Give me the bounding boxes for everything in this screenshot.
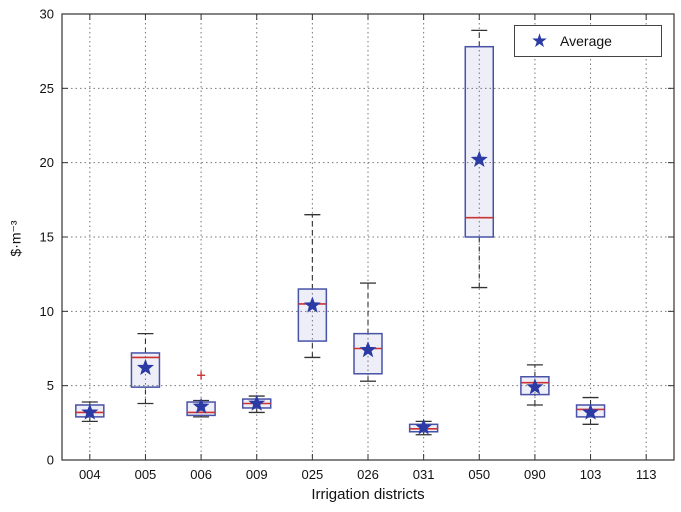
- box-district-004: [75, 401, 105, 422]
- average-star-marker: [415, 418, 433, 435]
- x-tick-label: 006: [190, 467, 212, 482]
- x-tick-label: 026: [357, 467, 379, 482]
- x-tick-label: 090: [524, 467, 546, 482]
- box-district-009: [241, 394, 272, 414]
- average-star-marker: [526, 378, 544, 395]
- x-tick-label: 050: [468, 467, 490, 482]
- legend-label: Average: [560, 33, 612, 49]
- y-tick-label: 5: [47, 378, 54, 393]
- y-tick-label: 20: [40, 155, 54, 170]
- x-tick-label: 103: [580, 467, 602, 482]
- box-district-006: [186, 371, 216, 418]
- average-star-marker: [359, 341, 377, 358]
- box-district-103: [575, 396, 606, 425]
- y-tick-label: 10: [40, 304, 54, 319]
- average-star-marker: [192, 397, 210, 414]
- axis-ticks: 0 5 10 15 20 25 30 004 005 006 009 025 026 031 050 090 1…: [40, 7, 674, 482]
- y-tick-label: 30: [40, 7, 54, 22]
- average-star-marker: [582, 403, 600, 420]
- box-district-050: [464, 29, 495, 289]
- box-district-005: [130, 332, 161, 405]
- box-district-090: [520, 364, 550, 406]
- y-tick-label: 15: [40, 230, 54, 245]
- average-star-marker: [470, 150, 488, 167]
- gridlines: [62, 14, 674, 460]
- average-star-icon: ★: [531, 30, 549, 52]
- x-tick-label: 025: [302, 467, 324, 482]
- average-star-marker: [81, 403, 99, 420]
- box-district-026: [353, 282, 383, 382]
- y-tick-label: 0: [47, 453, 54, 468]
- box-district-031: [408, 418, 439, 436]
- x-tick-label: 031: [413, 467, 435, 482]
- x-tick-label: 113: [636, 467, 657, 482]
- x-tick-label: 004: [79, 467, 101, 482]
- x-tick-label: 005: [135, 467, 157, 482]
- y-tick-label: 25: [40, 81, 54, 96]
- iqr-box: [464, 45, 495, 238]
- average-star-marker: [136, 358, 154, 376]
- legend: ★ Average: [514, 25, 662, 57]
- y-axis-label: $·m⁻³: [7, 220, 24, 257]
- box-district-025: [297, 214, 328, 359]
- average-star-marker: [303, 296, 321, 313]
- iqr-box: [297, 288, 328, 342]
- x-axis-label: Irrigation districts: [311, 486, 425, 503]
- average-star-marker: [248, 394, 266, 411]
- x-tick-label: 009: [246, 467, 268, 482]
